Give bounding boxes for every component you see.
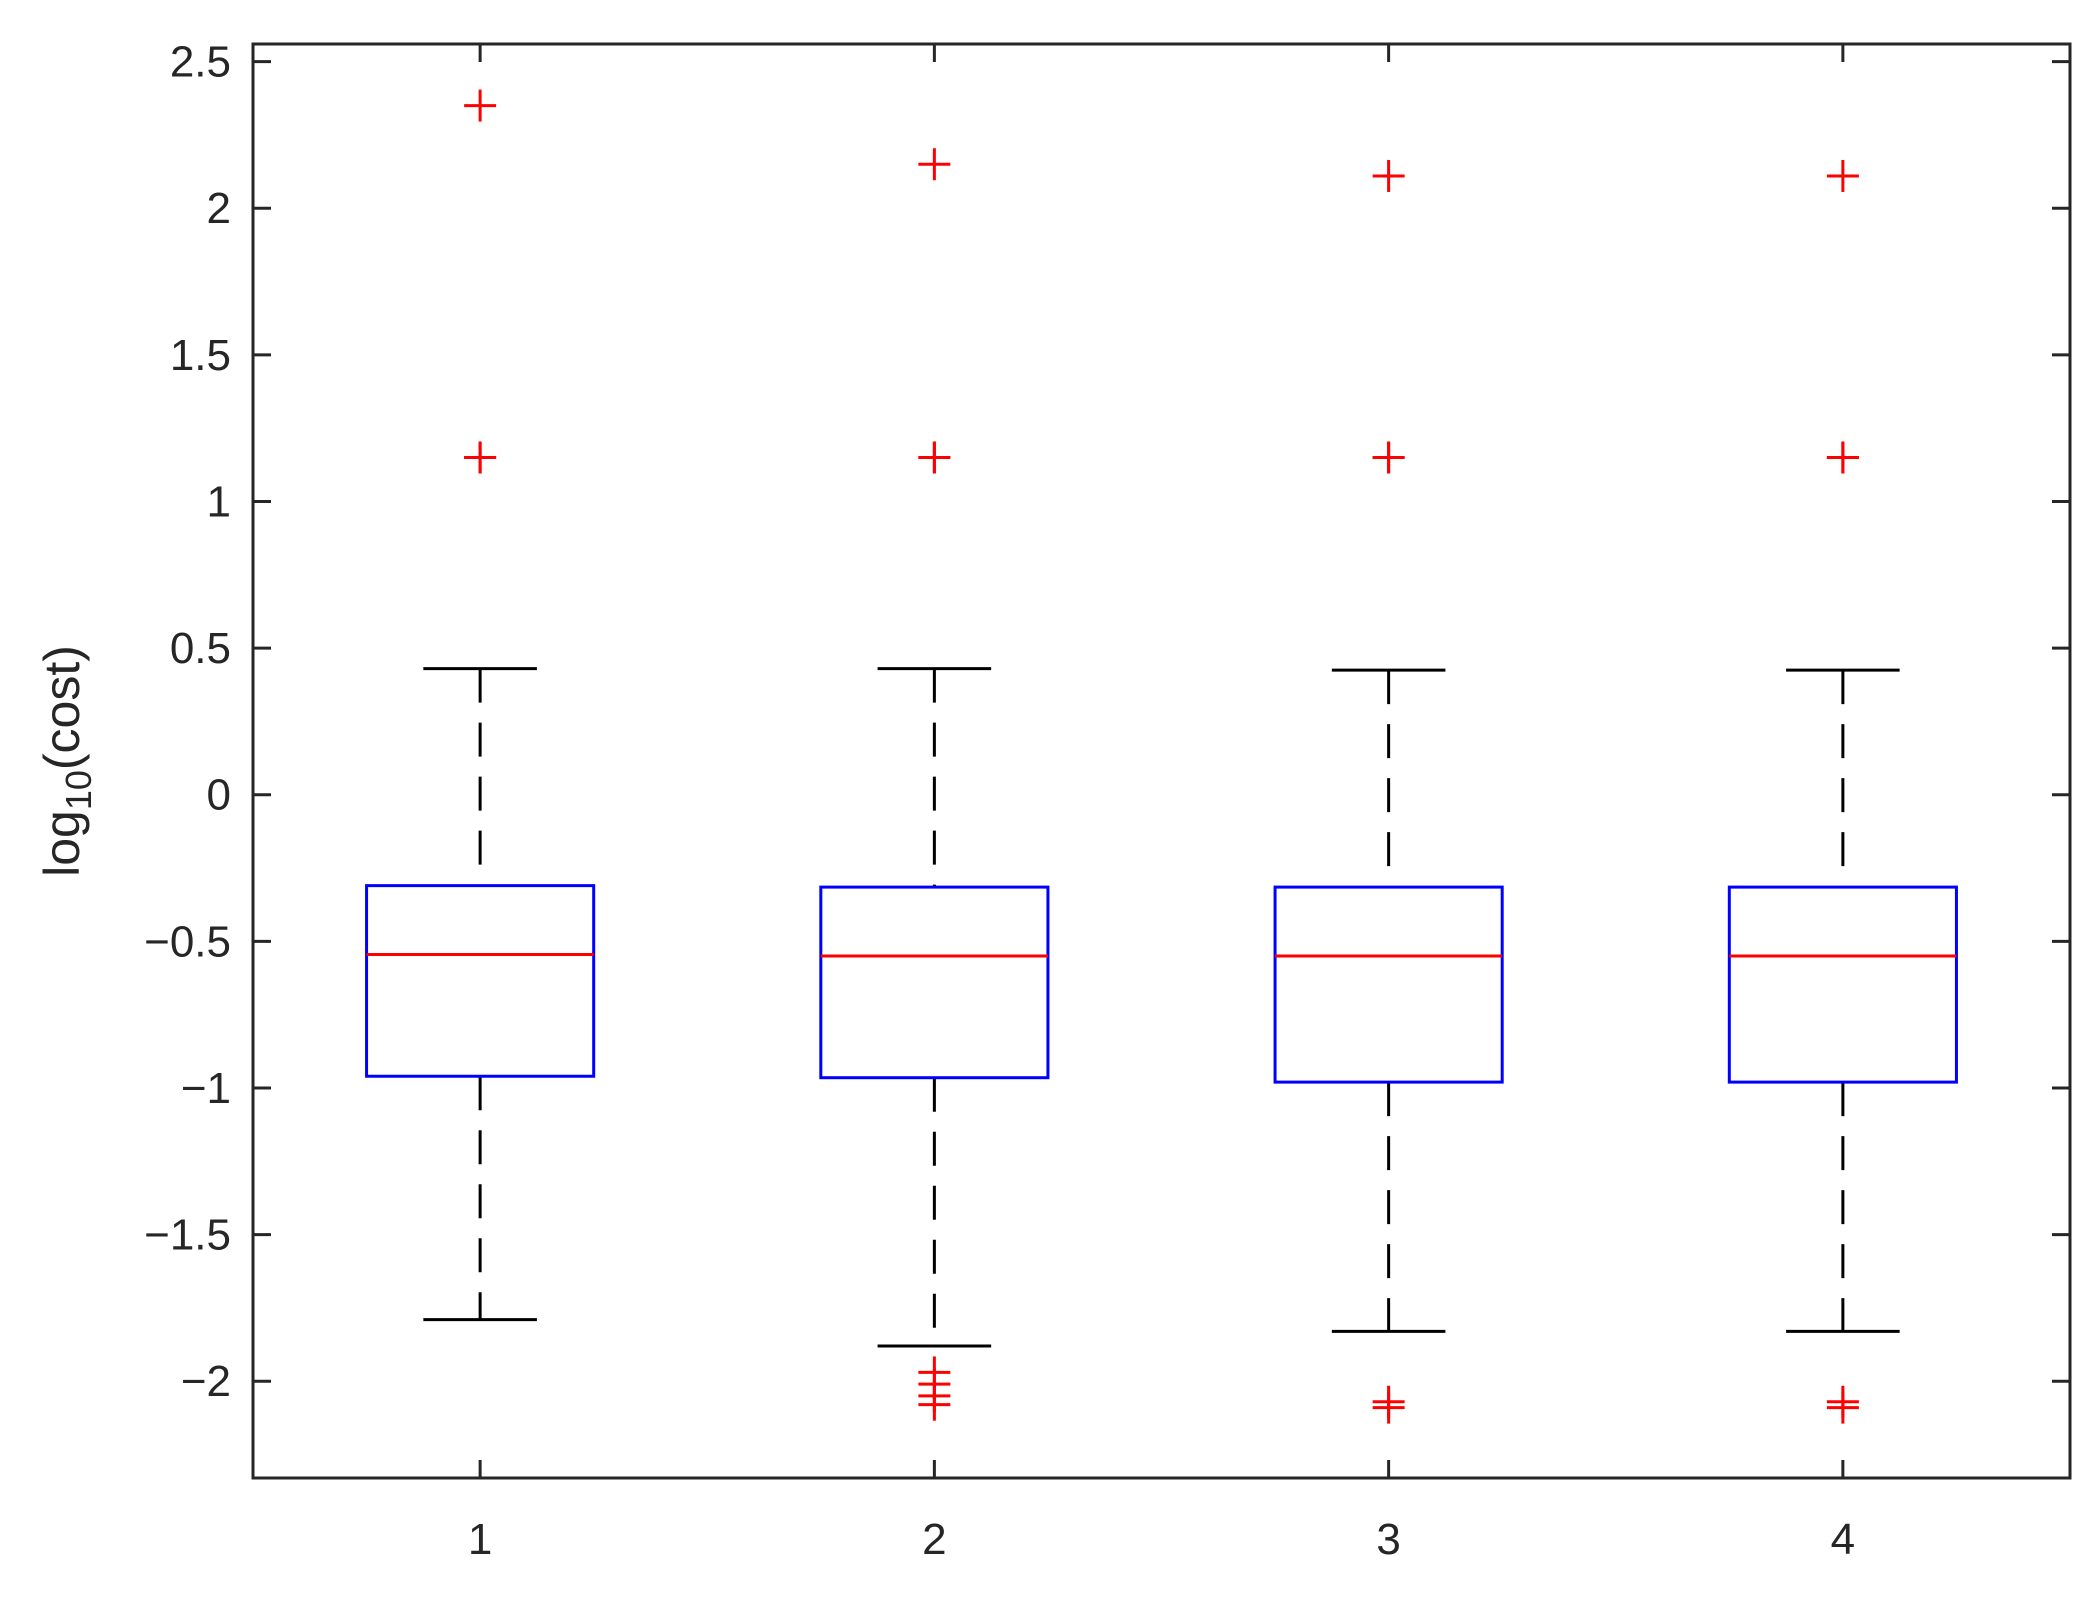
y-axis-label-base: log [34,810,90,877]
boxes-group [365,667,1958,1348]
box-iqr [1273,885,1504,1084]
outlier-marker [1372,159,1405,192]
y-tick-label: 0 [207,771,231,820]
y-tick-label: −1.5 [144,1211,231,1260]
outlier-marker [464,441,497,474]
outlier-marker [464,89,497,122]
outlier-marker [918,441,951,474]
plot-frame [251,42,2072,1480]
x-tick-label: 3 [1376,1515,1400,1564]
outlier-marker [1826,441,1859,474]
tick-marks [253,44,2070,1478]
outlier-marker [918,1388,951,1421]
outliers-group [464,89,1859,1424]
x-tick-label: 4 [1831,1515,1855,1564]
x-tick-label: 1 [468,1515,492,1564]
y-axis-label: log10(cost) [34,645,99,877]
y-tick-label: 0.5 [170,624,231,673]
y-tick-label: 2 [207,184,231,233]
outlier-marker [1372,1391,1405,1424]
y-tick-label: −0.5 [144,917,231,966]
y-axis-label-suffix: (cost) [34,645,90,770]
x-tick-label: 2 [922,1515,946,1564]
y-tick-label: 1.5 [170,331,231,380]
y-axis-label-subscript: 10 [58,770,99,810]
tick-labels: −2 −1.5 −1 −0.5 0 0.5 1 1.5 2 2.5 1 2 3 4 [144,38,1855,1564]
outlier-marker [1372,441,1405,474]
outlier-marker [918,148,951,181]
y-tick-label: 2.5 [170,38,231,87]
box-iqr [365,884,596,1078]
outlier-marker [1826,159,1859,192]
box-iqr [819,885,1050,1080]
y-tick-label: −2 [181,1357,231,1406]
outlier-marker [1826,1391,1859,1424]
y-tick-label: 1 [207,477,231,526]
y-tick-label: −1 [181,1064,231,1113]
box-iqr [1727,885,1958,1084]
